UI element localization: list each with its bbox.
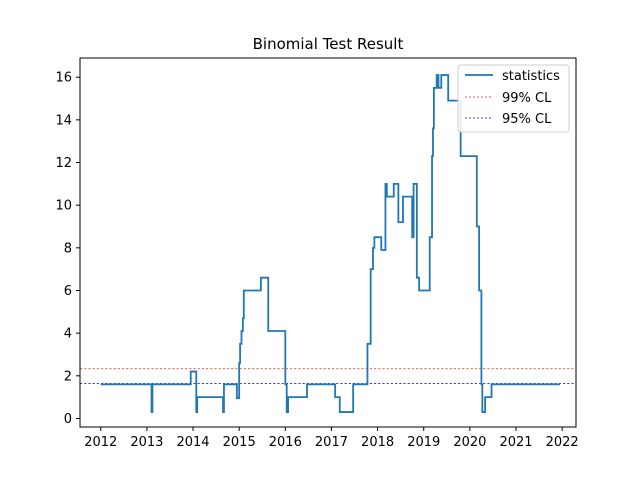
x-tick-label: 2014 — [176, 435, 209, 450]
plot-frame — [79, 57, 577, 428]
legend-label-95cl: 95% CL — [502, 112, 552, 127]
legend-label-statistics: statistics — [502, 69, 560, 84]
y-axis: 0 2 4 6 8 10 12 14 16 — [55, 71, 80, 427]
y-tick-label: 14 — [55, 113, 72, 128]
series-line-statistics — [100, 74, 560, 413]
x-tick-label: 2020 — [453, 435, 486, 450]
chart-title: Binomial Test Result — [253, 35, 404, 53]
y-tick-label: 6 — [64, 284, 72, 299]
x-tick-label: 2021 — [499, 435, 532, 450]
legend-box — [457, 64, 570, 133]
y-tick-label: 4 — [64, 327, 72, 342]
y-tick-label: 2 — [64, 369, 72, 384]
x-tick-label: 2015 — [223, 435, 256, 450]
x-tick-label: 2019 — [407, 435, 440, 450]
x-tick-label: 2012 — [84, 435, 117, 450]
y-tick-label: 8 — [64, 241, 72, 256]
x-tick-label: 2013 — [130, 435, 163, 450]
legend-label-99cl: 99% CL — [502, 91, 552, 106]
legend: statistics 99% CL 95% CL — [457, 64, 570, 133]
y-tick-label: 16 — [55, 71, 72, 86]
x-tick-label: 2022 — [546, 435, 579, 450]
x-tick-label: 2018 — [361, 435, 394, 450]
x-tick-label: 2017 — [315, 435, 348, 450]
x-axis: 2012 2013 2014 2015 2016 2017 2018 2019 2020 2021… — [84, 427, 579, 450]
y-tick-label: 12 — [55, 156, 72, 171]
y-tick-label: 0 — [64, 412, 72, 427]
y-tick-label: 10 — [55, 199, 72, 214]
x-tick-label: 2016 — [269, 435, 302, 450]
